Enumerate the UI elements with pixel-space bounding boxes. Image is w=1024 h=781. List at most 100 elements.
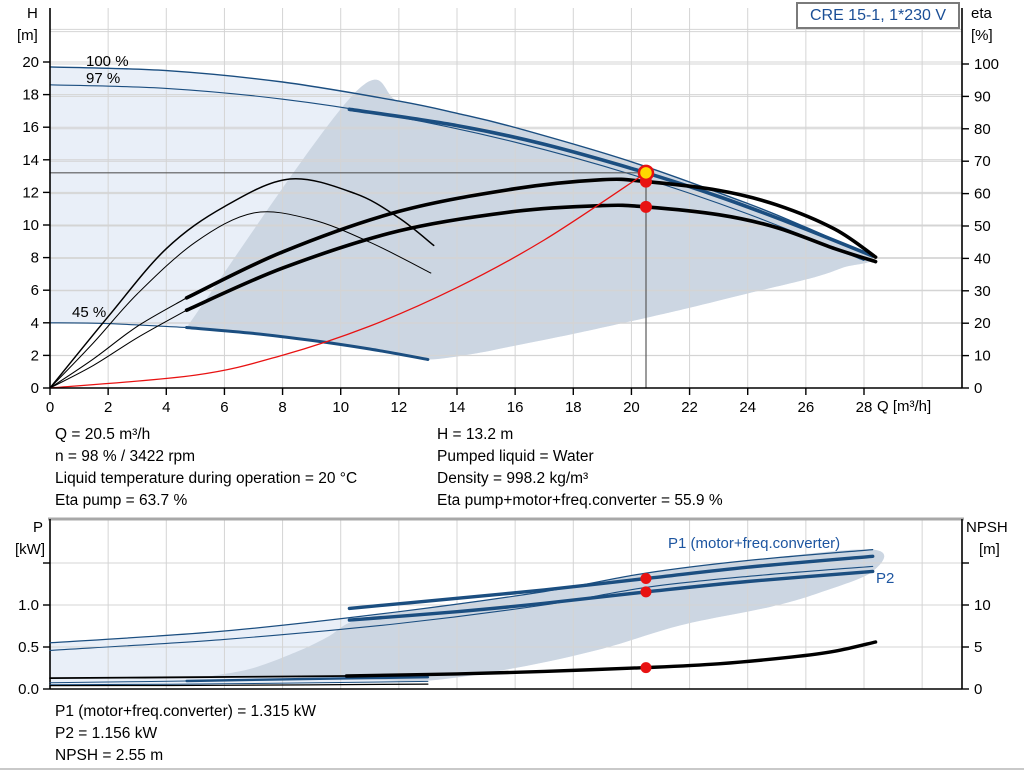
tick-label: 6 [31, 282, 39, 299]
marker-duty-point[interactable] [637, 164, 655, 182]
duty-info-left: Q = 20.5 m³/h n = 98 % / 3422 rpm Liquid t… [55, 424, 357, 512]
tick-label: 16 [22, 119, 39, 136]
tick-label: 70 [974, 153, 991, 170]
info-line: NPSH = 2.55 m [55, 747, 164, 764]
tick-label: 2 [31, 347, 39, 364]
marker-p1-point [640, 573, 652, 585]
tick-label: 24 [739, 399, 756, 416]
curve-eta-pump-lead [49, 297, 188, 389]
region-power-dark [211, 549, 885, 682]
info-line: Liquid temperature during operation = 20… [55, 470, 358, 487]
speed-100pct-label: 100 % [86, 53, 129, 70]
curve-head-97pct [49, 84, 865, 262]
tick-label: 8 [278, 399, 286, 416]
tick-label: 0.5 [18, 639, 39, 656]
power-chart: 0.0 0.5 1.0 0 5 10 [18, 517, 991, 698]
tick-label: 10 [22, 217, 39, 234]
curve-p2-98pct-duty [347, 569, 875, 622]
tick-label: 0.0 [18, 681, 39, 698]
p-axis-unit: [kW] [15, 541, 45, 558]
info-line: Eta pump+motor+freq.converter = 55.9 % [437, 492, 723, 509]
tick-label: 20 [974, 315, 991, 332]
tick-label: 10 [974, 597, 991, 614]
info-line: Pumped liquid = Water [437, 448, 594, 465]
tick-label: 60 [974, 186, 991, 203]
info-line: Eta pump = 63.7 % [55, 492, 188, 509]
p-axis-title: P [33, 519, 44, 536]
region-envelope-dark [186, 79, 874, 360]
info-line: n = 98 % / 3422 rpm [55, 448, 196, 465]
tick-label: 26 [798, 399, 815, 416]
speed-45pct-label: 45 % [72, 304, 107, 321]
curve-p2-100pct [49, 565, 874, 651]
curve-system-curve [49, 172, 647, 389]
speed-97pct-label: 97 % [86, 70, 121, 87]
tick-label: 100 [974, 56, 999, 73]
tick-label: 14 [22, 152, 39, 169]
tick-label: 10 [332, 399, 349, 416]
curve-eta-pump [184, 177, 878, 300]
tick-label: 80 [974, 121, 991, 138]
tick-label: 40 [974, 250, 991, 267]
curve-p2-45pct [49, 680, 429, 686]
info-line: Density = 998.2 kg/m³ [437, 470, 589, 487]
curve-head-45pct [185, 326, 430, 361]
curve-eta-lowspeed-arc [49, 211, 432, 389]
curve-p-45pct [185, 676, 430, 683]
curve-p-45pct-lead [49, 680, 188, 684]
tick-label: 4 [31, 315, 39, 332]
pump-title-box: CRE 15-1, 1*230 V [796, 2, 960, 29]
tick-label: 0 [974, 380, 982, 397]
tick-label: 0 [46, 399, 54, 416]
tick-label: 18 [22, 87, 39, 104]
tick-label: 90 [974, 88, 991, 105]
curve-head-100pct [49, 66, 874, 258]
info-line: P1 (motor+freq.converter) = 1.315 kW [55, 703, 317, 720]
tick-label: 12 [391, 399, 408, 416]
tick-label: 16 [507, 399, 524, 416]
tick-label: 12 [22, 184, 39, 201]
tick-label: 0 [974, 681, 982, 698]
curve-head-45pct-lead [49, 322, 188, 329]
p1-curve-label: P1 (motor+freq.converter) [668, 535, 841, 552]
tick-label: 10 [974, 348, 991, 365]
marker-p2-point [640, 586, 652, 598]
tick-label: 18 [565, 399, 582, 416]
duty-info-right: H = 13.2 m Pumped liquid = Water Density =… [437, 424, 723, 512]
tick-label: 5 [974, 639, 982, 656]
tick-label: 20 [623, 399, 640, 416]
curve-eta-total [184, 203, 878, 312]
tick-label: 20 [22, 54, 39, 71]
tick-label: 50 [974, 218, 991, 235]
curve-p1-100pct [49, 549, 874, 644]
tick-label: 6 [220, 399, 228, 416]
curve-eta-total-lead [49, 309, 188, 389]
curve-head-98pct-duty [347, 107, 875, 258]
eta-axis-title: eta [971, 5, 992, 22]
tick-label: 28 [856, 399, 873, 416]
eta-axis-unit: [%] [971, 27, 993, 44]
curve-npsh-45pct [49, 683, 429, 687]
curve-eta-midspeed-arc [49, 177, 435, 389]
power-info: P1 (motor+freq.converter) = 1.315 kW P2 =… [55, 701, 316, 767]
h-axis-title: H [27, 5, 38, 22]
info-line: Q = 20.5 m³/h [55, 426, 151, 443]
curve-p1-98pct-duty [347, 554, 875, 611]
marker-npsh-point [640, 662, 652, 674]
curve-npsh-lead [49, 675, 348, 679]
tick-label: 22 [681, 399, 698, 416]
marker-eta-total-point [639, 200, 652, 213]
h-axis-unit: [m] [17, 27, 38, 44]
tick-label: 4 [162, 399, 170, 416]
p2-curve-label: P2 [876, 570, 895, 587]
qh-chart: 0246810121416182001020304050607080901000… [22, 8, 999, 416]
npsh-axis-unit: [m] [979, 541, 1000, 558]
npsh-axis-title: NPSH [966, 519, 1008, 536]
info-line: H = 13.2 m [437, 426, 514, 443]
tick-label: 30 [974, 283, 991, 300]
bottom-separator [0, 768, 1024, 770]
tick-label: 8 [31, 250, 39, 267]
q-axis-title: Q [m³/h] [877, 398, 932, 415]
tick-label: 0 [31, 380, 39, 397]
